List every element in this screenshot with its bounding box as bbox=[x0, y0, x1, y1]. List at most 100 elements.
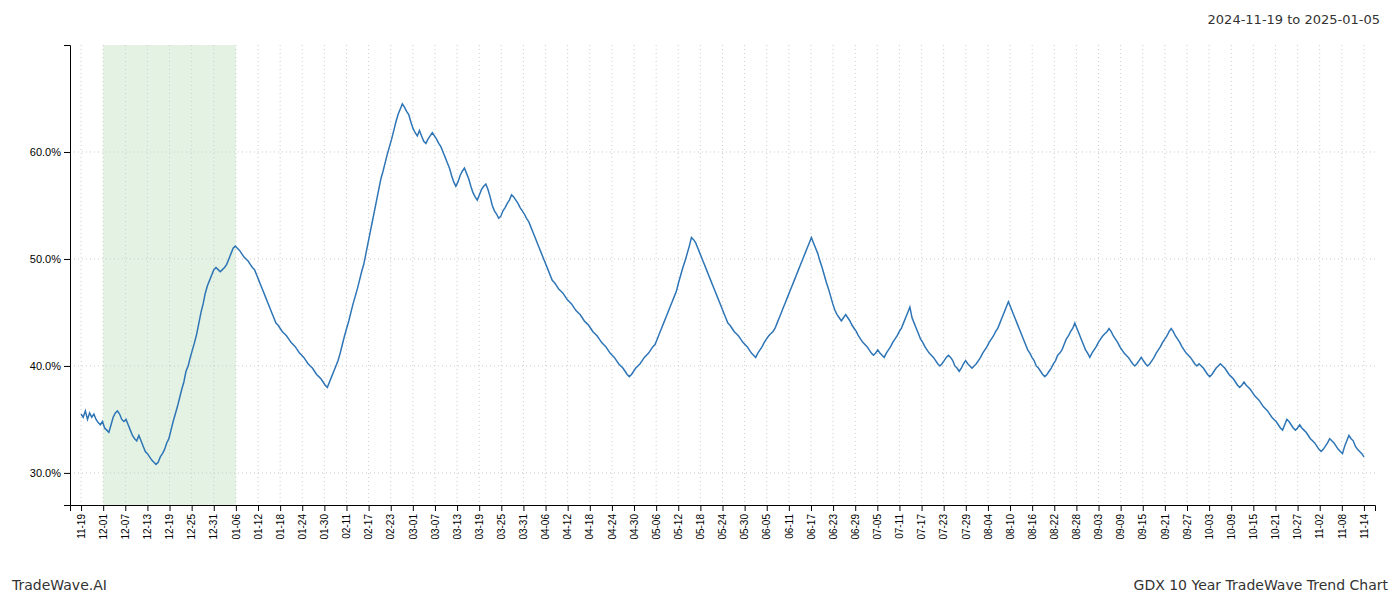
grid-line-x bbox=[1297, 45, 1298, 505]
grid-line-x bbox=[1253, 45, 1254, 505]
y-tick-label: 40.0% bbox=[30, 360, 61, 372]
x-tick-label: 01-18 bbox=[275, 514, 286, 540]
grid-line-x bbox=[501, 45, 502, 505]
x-tick-label: 12-25 bbox=[186, 514, 197, 540]
x-tick-mark bbox=[590, 505, 591, 511]
x-tick-mark bbox=[523, 505, 524, 511]
grid-line-x bbox=[921, 45, 922, 505]
x-tick: 02-17 bbox=[363, 505, 374, 540]
x-tick-label: 12-01 bbox=[98, 514, 109, 540]
grid-line-x bbox=[125, 45, 126, 505]
x-tick-mark bbox=[457, 505, 458, 511]
x-tick-label: 02-11 bbox=[341, 514, 352, 539]
x-tick-label: 04-06 bbox=[540, 514, 551, 540]
x-tick-label: 02-17 bbox=[363, 514, 374, 540]
x-tick-mark bbox=[811, 505, 812, 511]
x-tick-label: 05-06 bbox=[651, 514, 662, 540]
x-tick-mark bbox=[435, 505, 436, 511]
x-tick-mark bbox=[723, 505, 724, 511]
x-tick-label: 10-27 bbox=[1292, 514, 1303, 540]
x-tick-mark bbox=[479, 505, 480, 511]
x-tick: 05-24 bbox=[717, 505, 728, 540]
x-tick-label: 04-30 bbox=[629, 514, 640, 540]
grid-line-x bbox=[965, 45, 966, 505]
grid-line-x bbox=[1209, 45, 1210, 505]
x-tick: 01-30 bbox=[319, 505, 330, 540]
x-tick-label: 03-19 bbox=[474, 514, 485, 540]
grid-line-x bbox=[545, 45, 546, 505]
grid-line-x bbox=[700, 45, 701, 505]
x-tick: 12-01 bbox=[98, 505, 109, 540]
y-axis: 30.0%40.0%50.0%60.0% bbox=[30, 46, 71, 506]
x-tick-mark bbox=[678, 505, 679, 511]
x-tick: 03-19 bbox=[474, 505, 485, 540]
grid-line-x bbox=[987, 45, 988, 505]
x-tick-label: 07-17 bbox=[916, 514, 927, 540]
x-tick-label: 10-09 bbox=[1226, 514, 1237, 540]
x-tick: 05-12 bbox=[673, 505, 684, 540]
x-tick-label: 11-08 bbox=[1337, 514, 1348, 539]
x-tick-label: 12-31 bbox=[208, 514, 219, 540]
y-tick-label: 60.0% bbox=[30, 146, 61, 158]
x-tick-mark bbox=[1275, 505, 1276, 511]
x-tick-mark bbox=[501, 505, 502, 511]
grid-line-x bbox=[81, 45, 82, 505]
x-tick-label: 09-15 bbox=[1137, 514, 1148, 540]
line-layer bbox=[81, 104, 1364, 465]
x-tick-mark bbox=[391, 505, 392, 511]
x-tick-mark bbox=[192, 505, 193, 511]
x-tick-mark bbox=[1099, 505, 1100, 511]
x-tick-mark bbox=[1364, 505, 1365, 511]
x-tick-label: 09-27 bbox=[1182, 514, 1193, 540]
x-tick-mark bbox=[280, 505, 281, 511]
x-tick-label: 10-15 bbox=[1248, 514, 1259, 540]
x-tick-label: 09-21 bbox=[1160, 514, 1171, 540]
grid-line-x bbox=[280, 45, 281, 505]
x-tick: 12-13 bbox=[142, 505, 153, 540]
y-axis-line bbox=[64, 46, 71, 506]
x-tick: 11-19 bbox=[76, 505, 87, 539]
x-tick-label: 05-18 bbox=[695, 514, 706, 540]
x-tick-mark bbox=[745, 505, 746, 511]
x-tick-label: 04-12 bbox=[562, 514, 573, 540]
x-tick-mark bbox=[966, 505, 967, 511]
x-tick: 06-11 bbox=[784, 505, 795, 539]
x-tick-mark bbox=[170, 505, 171, 511]
x-tick-mark bbox=[302, 505, 303, 511]
grid-line-x bbox=[788, 45, 789, 505]
x-tick: 04-24 bbox=[607, 505, 618, 540]
x-tick-label: 01-30 bbox=[319, 514, 330, 540]
grid-line-x bbox=[1341, 45, 1342, 505]
x-tick-mark bbox=[700, 505, 701, 511]
x-tick: 01-18 bbox=[275, 505, 286, 540]
x-tick-mark bbox=[988, 505, 989, 511]
grid-line-x bbox=[302, 45, 303, 505]
grid-line-x bbox=[434, 45, 435, 505]
x-tick: 04-12 bbox=[562, 505, 573, 540]
x-tick-mark bbox=[1187, 505, 1188, 511]
x-tick-label: 06-05 bbox=[761, 514, 772, 540]
x-tick-label: 08-28 bbox=[1071, 514, 1082, 540]
x-tick: 09-27 bbox=[1182, 505, 1193, 540]
grid-line-x bbox=[589, 45, 590, 505]
grid-line-x bbox=[855, 45, 856, 505]
x-tick-label: 05-12 bbox=[673, 514, 684, 540]
x-tick-mark bbox=[258, 505, 259, 511]
x-tick: 01-12 bbox=[253, 505, 264, 540]
x-tick-mark bbox=[612, 505, 613, 511]
grid-line-x bbox=[810, 45, 811, 505]
x-tick-mark bbox=[899, 505, 900, 511]
x-tick-label: 01-24 bbox=[297, 514, 308, 540]
x-tick: 04-18 bbox=[584, 505, 595, 540]
y-tick-mark bbox=[64, 152, 70, 153]
x-tick-mark bbox=[1342, 505, 1343, 511]
x-tick: 12-19 bbox=[164, 505, 175, 540]
x-tick-mark bbox=[413, 505, 414, 511]
x-tick-label: 07-29 bbox=[961, 514, 972, 540]
x-tick: 02-23 bbox=[385, 505, 396, 540]
grid-line-x bbox=[877, 45, 878, 505]
x-tick: 11-08 bbox=[1337, 505, 1348, 539]
x-tick-label: 11-19 bbox=[76, 514, 87, 539]
y-tick-mark bbox=[64, 366, 70, 367]
x-tick-mark bbox=[346, 505, 347, 511]
